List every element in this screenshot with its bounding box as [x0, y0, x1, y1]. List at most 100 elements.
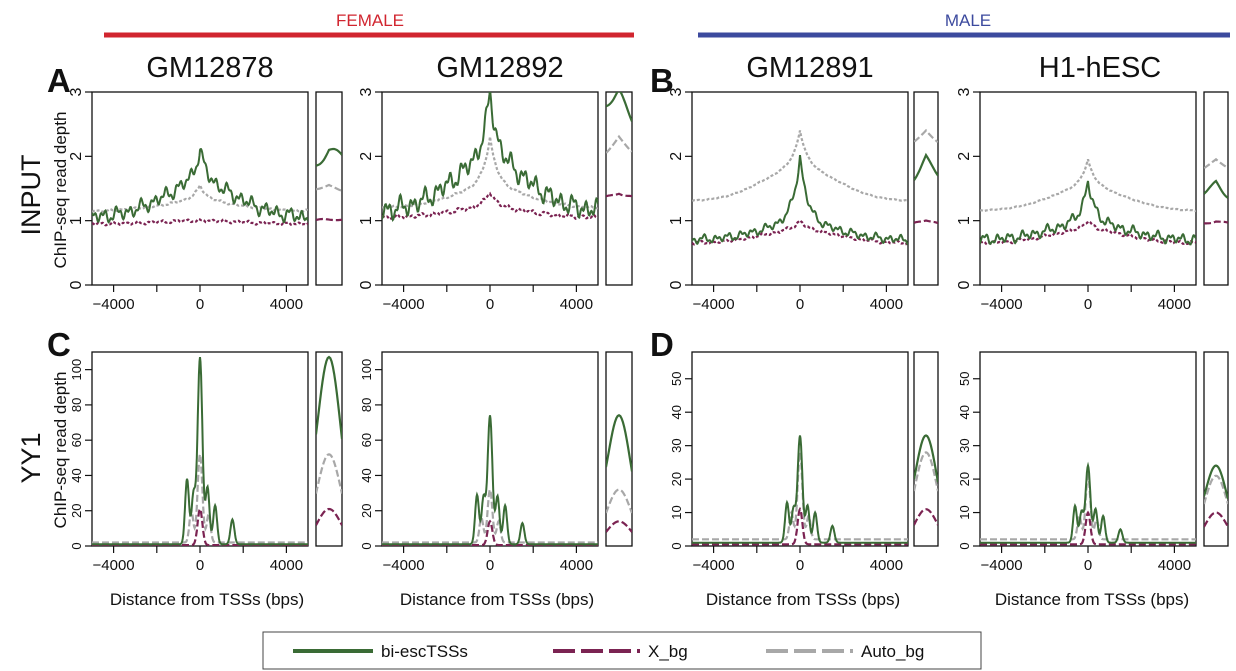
- panel-4-series-bi-escTSSs: [980, 180, 1196, 246]
- panel-6-series-Auto_bg: [382, 486, 598, 544]
- panel-7-series-X_bg: [692, 506, 908, 546]
- panel-6-ytick-label: 0: [359, 542, 374, 549]
- panel-2-zoom-series-Auto_bg: [606, 134, 632, 154]
- panel-1-xtick-label: 4000: [270, 296, 303, 313]
- panel-3-ytick-label: 0: [668, 280, 685, 289]
- panel-3-ytick-label: 1: [668, 216, 685, 225]
- panel-2-ytick-label: 0: [358, 280, 375, 289]
- panel-7-xtick-label: −4000: [693, 557, 735, 574]
- panel-8-ytick-label: 0: [957, 542, 972, 549]
- panel-7-ytick-label: 40: [669, 405, 684, 419]
- panel-4-ytick-label: 3: [956, 87, 973, 96]
- panel-6-zoom-series-X_bg: [606, 520, 632, 533]
- panel-3-ytick-label: 2: [668, 152, 685, 161]
- panel-5-series-bi-escTSSs: [92, 356, 308, 546]
- xlabel-1: Distance from TSSs (bps): [110, 590, 304, 609]
- panel-4-series-Auto_bg: [980, 159, 1196, 213]
- panel-7-ytick-label: 30: [669, 438, 684, 452]
- panel-6-ytick-label: 100: [359, 359, 374, 381]
- panel-3-xtick-label: 0: [796, 296, 804, 313]
- legend-label-x-bg: X_bg: [648, 642, 688, 661]
- panel-2-series-Auto_bg: [382, 136, 598, 210]
- panel-4-xtick-label: −4000: [981, 296, 1023, 313]
- panel-1-ytick-label: 0: [68, 280, 85, 289]
- panel-5-ytick-label: 60: [69, 433, 84, 447]
- panel-4-zoom-series-X_bg: [1204, 220, 1228, 225]
- panel-1-ytick-label: 3: [68, 87, 85, 96]
- panel-7-ytick-label: 50: [669, 372, 684, 386]
- panel-5-zoom-frame: [315, 351, 343, 547]
- panel-5-ytick-label: 80: [69, 398, 84, 412]
- panel-2-ytick-label: 1: [358, 216, 375, 225]
- panel-letter-c: C: [47, 326, 71, 363]
- panel-1-ytick-label: 2: [68, 152, 85, 161]
- panel-8-series-X_bg: [980, 510, 1196, 546]
- panel-3-zoom-series-X_bg: [914, 219, 938, 225]
- panel-8-ytick-label: 10: [957, 505, 972, 519]
- panel-8-zoom-frame: [1203, 351, 1229, 547]
- panel-8-ytick-label: 40: [957, 405, 972, 419]
- panel-6-xtick-label: 0: [486, 557, 494, 574]
- panel-6-zoom-series-bi-escTSSs: [606, 414, 632, 472]
- panel-5-ytick-label: 40: [69, 468, 84, 482]
- panel-2-xtick-label: −4000: [383, 296, 425, 313]
- male-header: MALE: [945, 11, 991, 30]
- panel-5-zoom-series-Auto_bg: [316, 453, 342, 494]
- panel-8-zoom-series-X_bg: [1204, 511, 1228, 528]
- panel-4-ytick-label: 1: [956, 216, 973, 225]
- panel-2-ytick-label: 2: [358, 152, 375, 161]
- panel-5-xtick-label: 0: [196, 557, 204, 574]
- panel-8-xtick-label: 0: [1084, 557, 1092, 574]
- panel-7-ytick-label: 20: [669, 472, 684, 486]
- panel-7-series-Auto_bg: [692, 452, 908, 541]
- panel-4-xtick-label: 0: [1084, 296, 1092, 313]
- panel-8-ytick-label: 50: [957, 372, 972, 386]
- panel-8-ytick-label: 20: [957, 472, 972, 486]
- panel-3-frame: [691, 91, 909, 286]
- panel-5-zoom-series-X_bg: [316, 507, 342, 526]
- panel-7-xtick-label: 4000: [870, 557, 903, 574]
- panel-3-series-bi-escTSSs: [692, 154, 908, 246]
- panel-2-zoom-frame: [605, 91, 633, 286]
- panel-2-zoom-series-bi-escTSSs: [606, 92, 632, 122]
- legend-label-bi-esc: bi-escTSSs: [381, 642, 468, 661]
- row-label-input: INPUT: [16, 155, 46, 236]
- xlabel-2: Distance from TSSs (bps): [400, 590, 594, 609]
- panel-6-ytick-label: 60: [359, 433, 374, 447]
- legend-label-auto-bg: Auto_bg: [861, 642, 924, 661]
- panel-8-xtick-label: −4000: [981, 557, 1023, 574]
- panel-5-ytick-label: 20: [69, 503, 84, 517]
- panel-8-series-bi-escTSSs: [980, 461, 1196, 544]
- panel-1-xtick-label: −4000: [93, 296, 135, 313]
- ylabel-bottom: ChIP-seq read depth: [51, 372, 70, 529]
- panel-4-ytick-label: 0: [956, 280, 973, 289]
- panel-1-frame: [91, 91, 309, 286]
- panel-6-ytick-label: 40: [359, 468, 374, 482]
- panel-1-series-bi-escTSSs: [92, 148, 308, 224]
- sample-title-3: GM12891: [746, 52, 873, 84]
- panel-1-zoom-series-Auto_bg: [316, 183, 342, 192]
- sample-title-4: H1-hESC: [1039, 52, 1162, 84]
- panel-4-zoom-series-bi-escTSSs: [1204, 179, 1228, 199]
- panel-8-ytick-label: 30: [957, 438, 972, 452]
- panel-3-xtick-label: 4000: [870, 296, 903, 313]
- panel-5-ytick-label: 100: [69, 359, 84, 381]
- sample-title-2: GM12892: [436, 52, 563, 84]
- panel-6-ytick-label: 80: [359, 398, 374, 412]
- panel-2-zoom-series-X_bg: [606, 192, 632, 198]
- panel-2-series-bi-escTSSs: [382, 92, 598, 222]
- panel-6-zoom-series-Auto_bg: [606, 488, 632, 514]
- panel-7-zoom-series-bi-escTSSs: [914, 434, 938, 483]
- panel-6-ytick-label: 20: [359, 503, 374, 517]
- panel-2-series-X_bg: [382, 191, 598, 221]
- female-header: FEMALE: [336, 11, 404, 30]
- panel-3-zoom-series-Auto_bg: [914, 128, 938, 144]
- panel-letter-b: B: [650, 62, 674, 99]
- panel-1-ytick-label: 1: [68, 216, 85, 225]
- panel-6-frame: [381, 351, 599, 547]
- xlabel-3: Distance from TSSs (bps): [706, 590, 900, 609]
- panel-2-frame: [381, 91, 599, 286]
- panel-8-zoom-series-Auto_bg: [1204, 474, 1228, 505]
